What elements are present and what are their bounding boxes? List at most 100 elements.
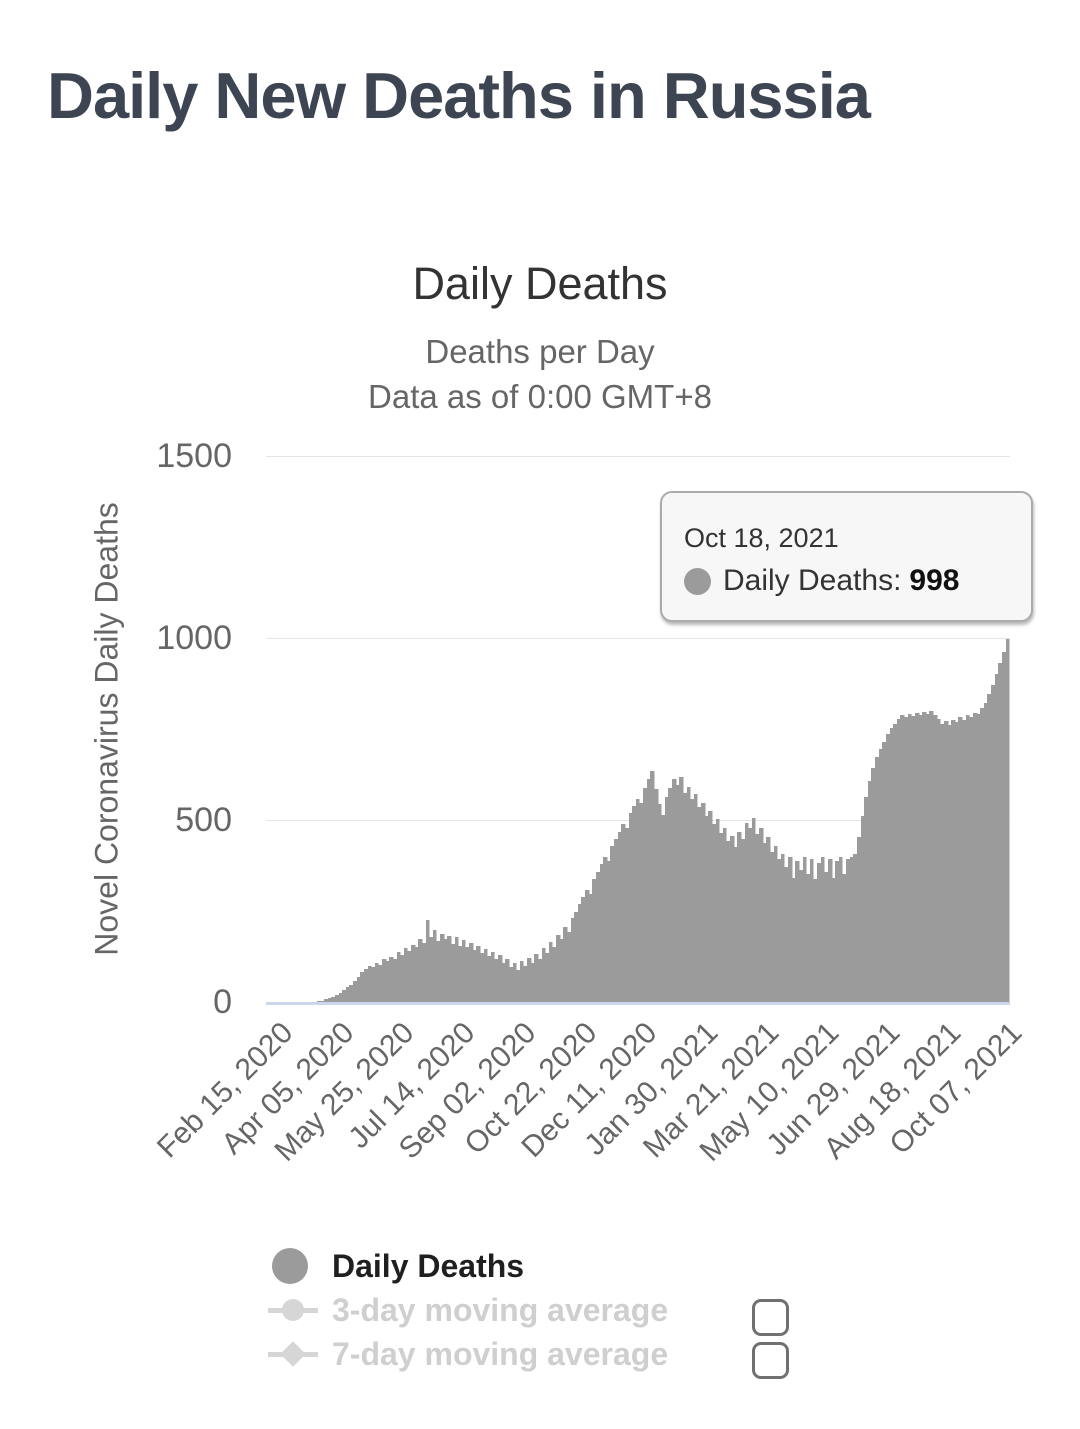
daily-deaths-bar[interactable]: [849, 857, 854, 1002]
daily-deaths-bar[interactable]: [472, 949, 477, 1002]
daily-deaths-bar[interactable]: [820, 857, 825, 1002]
daily-deaths-bar[interactable]: [933, 715, 937, 1002]
daily-deaths-bar[interactable]: [414, 947, 419, 1002]
daily-deaths-bar[interactable]: [621, 824, 625, 1002]
daily-deaths-bar[interactable]: [363, 968, 368, 1002]
daily-deaths-bar[interactable]: [864, 797, 868, 1002]
daily-deaths-bar[interactable]: [617, 831, 622, 1002]
daily-deaths-bar[interactable]: [733, 847, 738, 1002]
daily-deaths-bar[interactable]: [911, 715, 915, 1002]
daily-deaths-bar[interactable]: [697, 807, 701, 1002]
daily-deaths-bar[interactable]: [635, 798, 640, 1002]
legend-item-7day-average[interactable]: 7-day moving average: [268, 1332, 668, 1376]
daily-deaths-bar[interactable]: [856, 837, 861, 1002]
daily-deaths-bar[interactable]: [701, 802, 705, 1002]
daily-deaths-bar[interactable]: [759, 828, 763, 1002]
daily-deaths-bar[interactable]: [878, 749, 883, 1002]
daily-deaths-bar[interactable]: [581, 897, 585, 1002]
daily-deaths-bar[interactable]: [704, 815, 709, 1002]
daily-deaths-bar[interactable]: [465, 947, 469, 1002]
daily-deaths-bar[interactable]: [737, 831, 741, 1002]
daily-deaths-bar[interactable]: [563, 927, 567, 1002]
daily-deaths-bar[interactable]: [871, 768, 875, 1002]
daily-deaths-bar[interactable]: [943, 721, 948, 1002]
daily-deaths-bar[interactable]: [454, 937, 459, 1002]
daily-deaths-bar[interactable]: [418, 939, 422, 1002]
daily-deaths-bar[interactable]: [494, 959, 498, 1002]
legend-item-3day-average[interactable]: 3-day moving average: [268, 1288, 668, 1332]
daily-deaths-bar[interactable]: [545, 952, 549, 1002]
daily-deaths-bar[interactable]: [766, 837, 770, 1002]
daily-deaths-bar[interactable]: [686, 786, 691, 1002]
daily-deaths-bar[interactable]: [867, 780, 872, 1002]
daily-deaths-bar[interactable]: [461, 940, 466, 1002]
daily-deaths-bar[interactable]: [991, 684, 995, 1002]
daily-deaths-bar[interactable]: [690, 798, 694, 1002]
daily-deaths-bar[interactable]: [353, 981, 357, 1002]
daily-deaths-bar[interactable]: [429, 937, 433, 1002]
daily-deaths-bar[interactable]: [958, 717, 962, 1002]
daily-deaths-bar[interactable]: [929, 710, 933, 1002]
daily-deaths-bar[interactable]: [668, 787, 672, 1002]
daily-deaths-bar[interactable]: [443, 939, 448, 1002]
daily-deaths-bar[interactable]: [954, 722, 959, 1002]
daily-deaths-bar[interactable]: [965, 715, 970, 1002]
daily-deaths-bar[interactable]: [447, 935, 451, 1002]
daily-deaths-bar[interactable]: [490, 951, 495, 1002]
daily-deaths-bar[interactable]: [998, 662, 1002, 1002]
daily-deaths-bar[interactable]: [769, 852, 774, 1002]
daily-deaths-bar[interactable]: [345, 987, 350, 1002]
daily-deaths-bar[interactable]: [646, 779, 651, 1002]
daily-deaths-bar[interactable]: [483, 948, 488, 1002]
daily-deaths-bar[interactable]: [356, 976, 361, 1002]
daily-deaths-bar[interactable]: [824, 871, 828, 1002]
daily-deaths-bar[interactable]: [672, 779, 676, 1002]
daily-deaths-bar[interactable]: [795, 860, 799, 1002]
daily-deaths-bar[interactable]: [817, 862, 821, 1002]
daily-deaths-bar[interactable]: [425, 920, 430, 1002]
daily-deaths-bar[interactable]: [530, 962, 535, 1002]
daily-deaths-bar[interactable]: [751, 818, 756, 1002]
daily-deaths-bar[interactable]: [342, 990, 346, 1002]
daily-deaths-bar[interactable]: [360, 972, 364, 1002]
daily-deaths-bar[interactable]: [827, 859, 832, 1002]
daily-deaths-bar[interactable]: [411, 944, 415, 1002]
daily-deaths-bar[interactable]: [320, 1000, 324, 1002]
daily-deaths-bar[interactable]: [614, 838, 618, 1002]
daily-deaths-bar[interactable]: [534, 953, 538, 1002]
daily-deaths-bar[interactable]: [639, 802, 643, 1002]
daily-deaths-bar[interactable]: [842, 873, 846, 1002]
daily-deaths-bar[interactable]: [693, 793, 698, 1002]
daily-deaths-bar[interactable]: [650, 770, 654, 1002]
daily-deaths-bar[interactable]: [385, 961, 390, 1002]
daily-deaths-bar[interactable]: [421, 943, 426, 1002]
daily-deaths-bar[interactable]: [773, 846, 778, 1002]
daily-deaths-bar[interactable]: [559, 939, 564, 1002]
daily-deaths-bar[interactable]: [936, 718, 941, 1002]
daily-deaths-bar[interactable]: [610, 846, 614, 1002]
daily-deaths-bar[interactable]: [835, 860, 839, 1002]
daily-deaths-bar[interactable]: [730, 836, 734, 1002]
daily-deaths-bar[interactable]: [838, 857, 843, 1002]
daily-deaths-bar[interactable]: [479, 952, 484, 1002]
daily-deaths-bar[interactable]: [487, 956, 491, 1002]
daily-deaths-bar[interactable]: [653, 789, 658, 1002]
daily-deaths-bar[interactable]: [715, 819, 720, 1002]
daily-deaths-bar[interactable]: [541, 948, 546, 1002]
daily-deaths-bar[interactable]: [806, 873, 810, 1002]
daily-deaths-bar[interactable]: [831, 877, 836, 1002]
daily-deaths-bar[interactable]: [925, 714, 930, 1002]
daily-deaths-bar[interactable]: [813, 878, 817, 1002]
daily-deaths-bar[interactable]: [537, 959, 542, 1002]
daily-deaths-bar[interactable]: [570, 917, 575, 1002]
daily-deaths-bar[interactable]: [802, 857, 807, 1002]
daily-deaths-bar[interactable]: [516, 969, 520, 1002]
daily-deaths-bar[interactable]: [643, 787, 647, 1002]
daily-deaths-bar[interactable]: [972, 712, 977, 1002]
daily-deaths-bar[interactable]: [603, 857, 607, 1002]
daily-deaths-bar[interactable]: [403, 948, 408, 1002]
daily-deaths-bar[interactable]: [498, 955, 502, 1002]
daily-deaths-bar[interactable]: [440, 933, 444, 1002]
daily-deaths-bar[interactable]: [512, 962, 517, 1002]
daily-deaths-bar[interactable]: [523, 966, 527, 1002]
